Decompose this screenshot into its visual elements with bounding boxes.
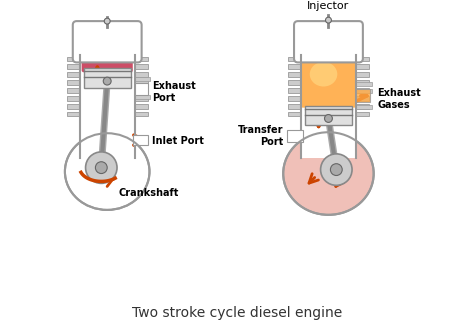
Text: Exhaust
Gases: Exhaust Gases [378,88,421,109]
Text: Injector: Injector [307,1,350,11]
Bar [135,80,147,85]
Bar [83,68,131,88]
Bar [135,57,147,61]
Bar [356,64,369,69]
Text: Transfer
Port: Transfer Port [238,125,283,147]
Circle shape [103,77,111,85]
Bar [288,80,301,85]
Bar [356,89,370,102]
Bar [356,57,369,61]
Text: Exhaust
Port: Exhaust Port [153,81,196,103]
FancyBboxPatch shape [73,21,142,62]
Bar [356,72,369,77]
Bar [288,57,301,61]
Circle shape [86,152,117,183]
Ellipse shape [283,132,374,215]
Bar [67,57,80,61]
Bar [67,64,80,69]
Bar [356,89,372,93]
Circle shape [325,115,332,122]
FancyBboxPatch shape [301,55,356,108]
Bar [135,96,147,101]
Text: Crankshaft: Crankshaft [119,188,179,198]
Bar [80,55,135,158]
FancyBboxPatch shape [82,55,133,72]
Circle shape [330,164,342,175]
Bar [356,105,372,109]
Bar [135,104,147,109]
Bar [133,135,148,145]
Text: Inlet Port: Inlet Port [153,136,204,146]
Bar [135,111,147,117]
Bar [288,72,301,77]
Bar [67,72,80,77]
Bar [305,106,352,125]
Bar [356,111,369,117]
Bar [288,111,301,117]
Circle shape [326,17,331,23]
Bar [135,64,147,69]
Bar [288,104,301,109]
Text: Two stroke cycle diesel engine: Two stroke cycle diesel engine [132,306,342,320]
Bar [356,88,369,93]
Circle shape [95,162,107,173]
Bar [67,88,80,93]
Bar [356,80,369,85]
Bar [356,104,369,109]
Circle shape [104,18,110,24]
Bar [135,88,147,93]
Bar [356,82,372,86]
Bar [356,96,369,101]
Bar [288,64,301,69]
Bar [135,77,150,81]
Bar [67,96,80,101]
FancyBboxPatch shape [294,21,363,62]
Circle shape [320,154,352,185]
Bar [288,96,301,101]
Bar [67,104,80,109]
Bar [288,88,301,93]
Bar [287,130,303,142]
Bar [67,80,80,85]
Bar [135,83,148,95]
Bar [135,72,147,77]
Ellipse shape [310,62,337,87]
Bar [67,111,80,117]
Ellipse shape [65,133,149,210]
Bar [135,95,150,99]
Bar [301,55,356,158]
